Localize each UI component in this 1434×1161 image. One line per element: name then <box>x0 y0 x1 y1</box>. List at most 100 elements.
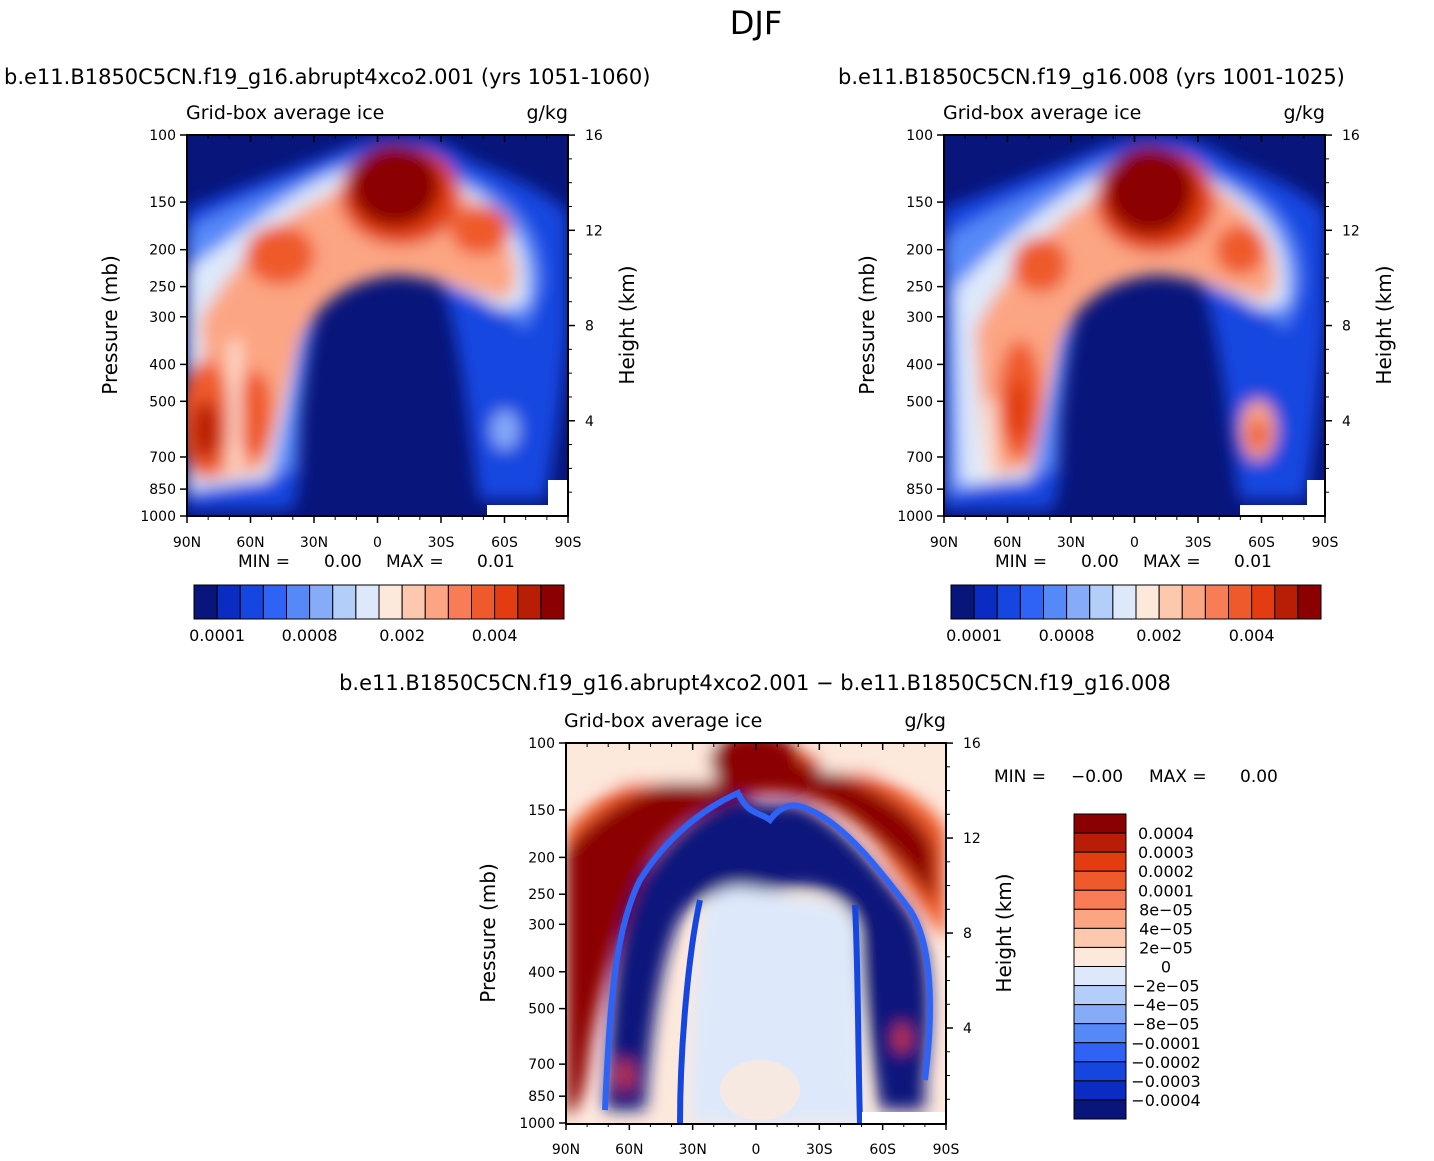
colorbar-swatch <box>540 584 565 620</box>
y-tick-label: 250 <box>906 280 933 296</box>
panel-3: b.e11.B1850C5CN.f19_g16.abrupt4xco2.001 … <box>339 671 1278 1158</box>
colorbar-label: 0.002 <box>1136 626 1182 645</box>
colorbar-label: 0.0008 <box>1039 626 1095 645</box>
colorbar-label: 0.004 <box>472 626 518 645</box>
colorbar-label: −0.0002 <box>1131 1053 1200 1072</box>
colorbar-swatch <box>1073 813 1127 834</box>
colorbar-label: 0.004 <box>1229 626 1275 645</box>
colorbar-swatch <box>1073 851 1127 872</box>
colorbar-swatch <box>1251 584 1276 620</box>
panel-2: b.e11.B1850C5CN.f19_g16.008 (yrs 1001-10… <box>838 65 1396 645</box>
figure-title: DJF <box>730 4 782 42</box>
colorbar-swatch <box>332 584 357 620</box>
colorbar-swatch <box>1073 1061 1127 1082</box>
colorbar-swatch <box>1073 889 1127 910</box>
panel-2-field <box>944 135 1325 516</box>
panel-3-max-value: 0.00 <box>1240 767 1278 787</box>
y-tick-label: 400 <box>906 357 933 373</box>
colorbar-swatch <box>1066 584 1091 620</box>
y-tick-label: 150 <box>906 195 933 211</box>
x-tick-label: 0 <box>373 535 382 551</box>
colorbar-swatch <box>1073 927 1127 948</box>
x-tick-label: 90N <box>173 535 201 551</box>
y-tick-label: 300 <box>528 917 555 933</box>
panel-1-y2label: Height (km) <box>615 265 639 384</box>
colorbar-swatch <box>471 584 496 620</box>
panel-2-y2label: Height (km) <box>1372 265 1396 384</box>
panel-1-min-value: 0.00 <box>324 552 362 572</box>
colorbar-label: −0.0001 <box>1131 1034 1200 1053</box>
colorbar-swatch <box>1073 1080 1127 1101</box>
colorbar-swatch <box>1135 584 1160 620</box>
y-tick-label: 400 <box>149 357 176 373</box>
panel-2-colorbar: 0.0001 0.0008 0.002 0.004 <box>946 584 1322 645</box>
x-tick-label: 30N <box>1057 535 1085 551</box>
panel-1-units: g/kg <box>526 102 568 124</box>
colorbar-label: −0.0003 <box>1131 1072 1200 1091</box>
panel-3-colorbar: 0.00040.00030.00020.00018e−054e−052e−050… <box>1073 813 1201 1120</box>
colorbar-label: 0.0003 <box>1138 843 1194 862</box>
x-tick-label: 60S <box>869 1142 896 1158</box>
y2-tick-label: 12 <box>585 223 603 239</box>
colorbar-label: 0.0001 <box>1138 881 1194 900</box>
x-tick-label: 0 <box>752 1142 761 1158</box>
colorbar-swatch <box>447 584 472 620</box>
y-tick-label: 100 <box>149 128 176 144</box>
panel-2-ylabel: Pressure (mb) <box>855 255 879 395</box>
y2-tick-label: 16 <box>585 128 603 144</box>
y-tick-label: 150 <box>149 195 176 211</box>
colorbar-label: 0.0004 <box>1138 824 1194 843</box>
panel-1-variable-label: Grid-box average ice <box>186 102 384 124</box>
colorbar-swatch <box>1112 584 1137 620</box>
y-tick-label: 400 <box>528 965 555 981</box>
x-tick-label: 30N <box>300 535 328 551</box>
y2-tick-label: 12 <box>1342 223 1360 239</box>
panel-3-min-value: −0.00 <box>1071 767 1123 787</box>
x-tick-label: 30S <box>428 535 455 551</box>
y-tick-label: 150 <box>528 803 555 819</box>
panel-3-title: b.e11.B1850C5CN.f19_g16.abrupt4xco2.001 … <box>339 671 1171 696</box>
x-tick-label: 60N <box>615 1142 643 1158</box>
colorbar-swatch <box>1158 584 1183 620</box>
colorbar-swatch <box>262 584 287 620</box>
y-tick-label: 700 <box>906 450 933 466</box>
colorbar-swatch <box>1073 946 1127 967</box>
y-tick-label: 700 <box>528 1057 555 1073</box>
colorbar-label: 0.0001 <box>189 626 245 645</box>
y2-tick-label: 4 <box>963 1021 972 1037</box>
x-tick-label: 60S <box>491 535 518 551</box>
colorbar-swatch <box>996 584 1021 620</box>
y2-tick-label: 4 <box>1342 414 1351 430</box>
y-tick-label: 500 <box>528 1002 555 1018</box>
colorbar-swatch <box>1181 584 1206 620</box>
panel-1-title: b.e11.B1850C5CN.f19_g16.abrupt4xco2.001 … <box>4 65 650 90</box>
y-tick-label: 250 <box>528 887 555 903</box>
colorbar-label: 0.0002 <box>1138 862 1194 881</box>
colorbar-swatch <box>378 584 403 620</box>
colorbar-swatch <box>1073 1004 1127 1025</box>
y-tick-label: 300 <box>906 310 933 326</box>
colorbar-swatch <box>1073 1023 1127 1044</box>
colorbar-swatch <box>1204 584 1229 620</box>
colorbar-swatch <box>1019 584 1044 620</box>
colorbar-swatch <box>494 584 519 620</box>
y-tick-label: 200 <box>528 850 555 866</box>
panel-2-title: b.e11.B1850C5CN.f19_g16.008 (yrs 1001-10… <box>838 65 1345 90</box>
y2-tick-label: 8 <box>585 319 594 335</box>
panel-3-units: g/kg <box>904 710 946 732</box>
colorbar-swatch <box>1073 1099 1127 1120</box>
y-tick-label: 100 <box>906 128 933 144</box>
y-tick-label: 200 <box>906 243 933 259</box>
y-tick-label: 100 <box>528 736 555 752</box>
y-tick-label: 500 <box>149 394 176 410</box>
colorbar-label: −0.0004 <box>1131 1091 1200 1110</box>
colorbar-swatch <box>216 584 241 620</box>
y-tick-label: 300 <box>149 310 176 326</box>
panel-1: b.e11.B1850C5CN.f19_g16.abrupt4xco2.001 … <box>4 65 650 645</box>
panel-1-field <box>187 135 568 516</box>
x-tick-label: 60N <box>236 535 264 551</box>
colorbar-swatch <box>1073 908 1127 929</box>
colorbar-swatch <box>424 584 449 620</box>
panel-3-max-text: MAX = <box>1149 767 1207 787</box>
